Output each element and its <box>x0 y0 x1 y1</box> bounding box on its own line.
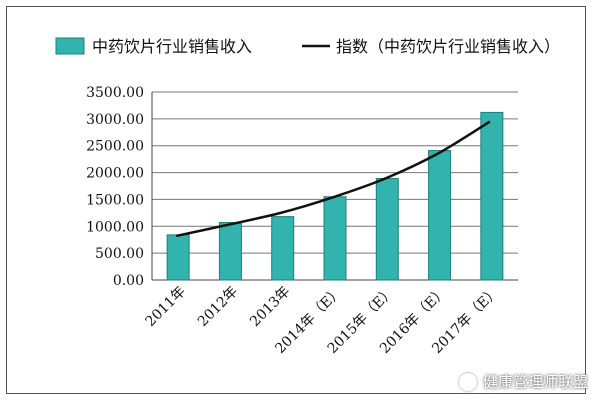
y-tick-label: 1000.00 <box>86 219 144 235</box>
legend-bar-swatch <box>55 37 85 55</box>
y-tick-label: 2000.00 <box>86 166 144 182</box>
index-line <box>175 120 491 238</box>
bar <box>271 216 295 281</box>
y-tick-label: 2500.00 <box>86 139 144 155</box>
legend-bar-label: 中药饮片行业销售收入 <box>92 37 252 56</box>
y-tick-label: 1500.00 <box>86 192 144 208</box>
watermark: 健康管理师联盟 <box>458 371 588 392</box>
y-tick-label: 3000.00 <box>86 112 144 128</box>
x-category-label: 2012年 <box>195 284 241 330</box>
x-category-label: 2011年 <box>143 284 189 330</box>
x-category-label: 2013年 <box>247 284 293 330</box>
watermark-text: 健康管理师联盟 <box>482 373 588 391</box>
bar <box>323 196 347 281</box>
bar <box>166 234 190 281</box>
y-tick-label: 500.00 <box>95 246 144 262</box>
y-tick-label: 0.00 <box>113 273 144 289</box>
legend-line-label: 指数（中药饮片行业销售收入） <box>336 37 560 56</box>
bar <box>218 222 242 281</box>
bar <box>428 150 452 281</box>
bar <box>480 111 504 281</box>
y-tick-label: 3500.00 <box>86 85 144 101</box>
wechat-icon <box>458 372 477 391</box>
bar <box>375 177 399 281</box>
